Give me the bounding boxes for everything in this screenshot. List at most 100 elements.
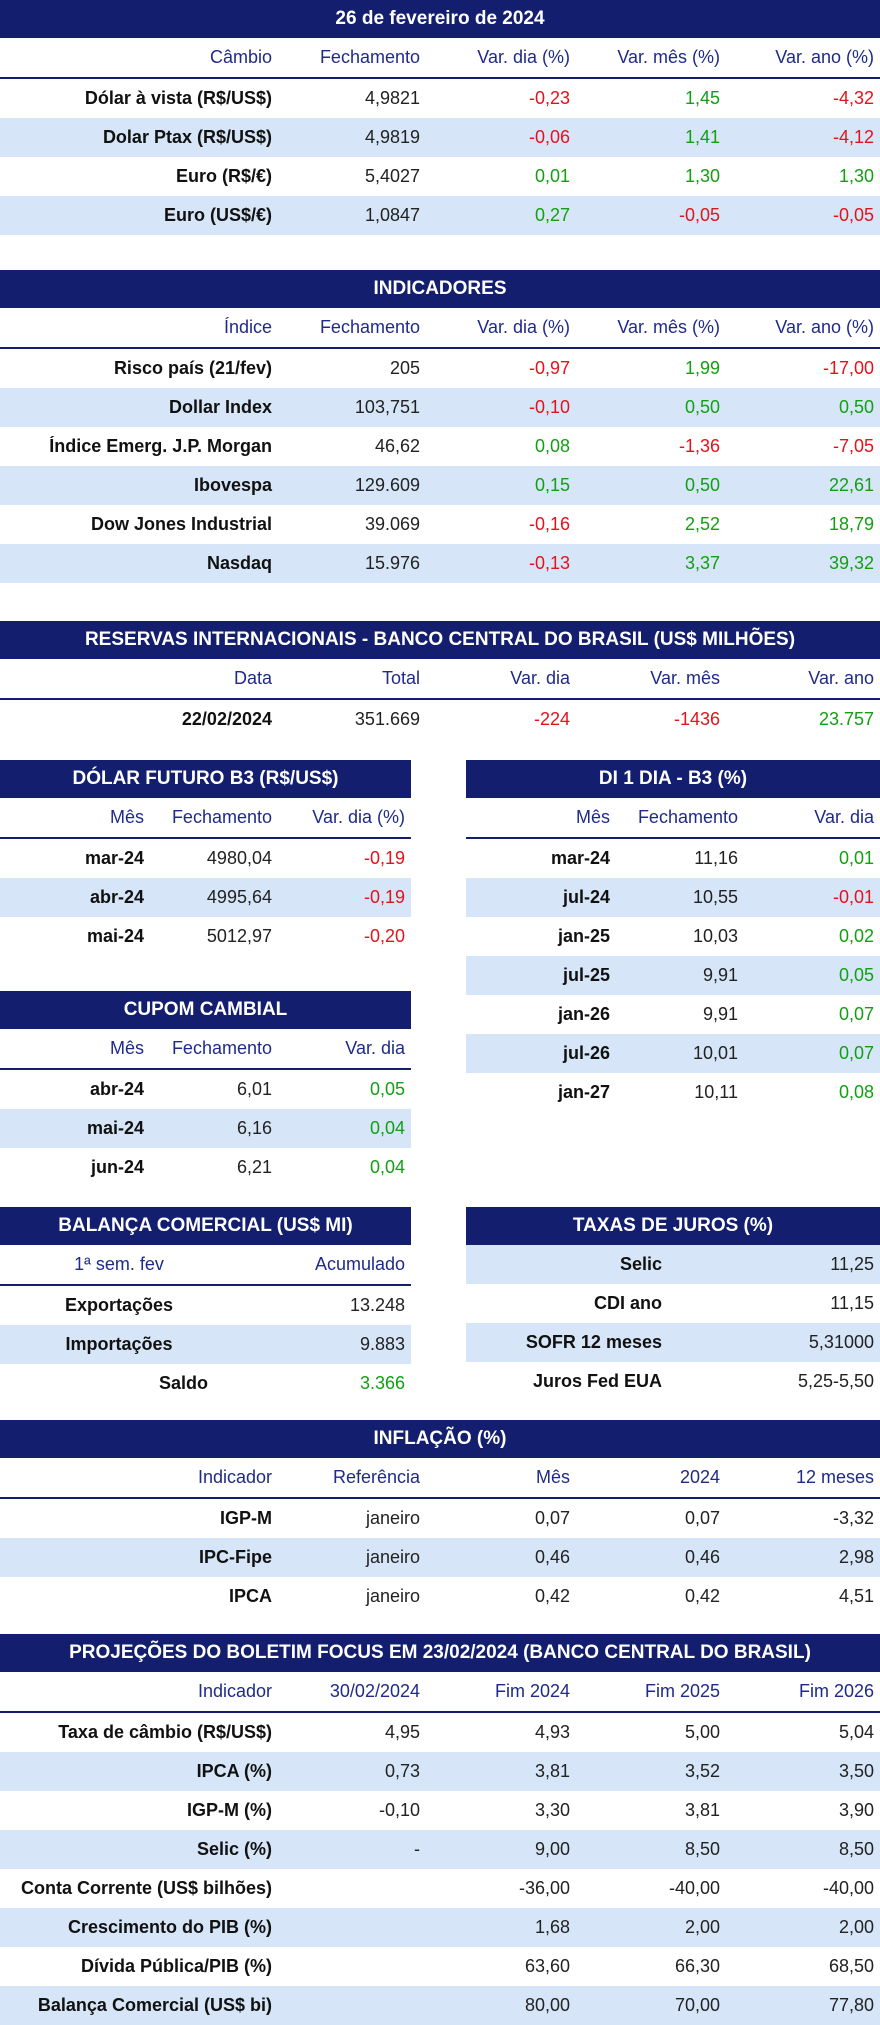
day-change: -0,20: [363, 926, 405, 946]
reference-value: janeiro: [365, 1508, 420, 1528]
projection-value: 4,95: [384, 1722, 420, 1742]
col-header: Fechamento: [319, 317, 420, 337]
col-header: Fim 2025: [644, 1681, 720, 1701]
close-value: 46,62: [374, 436, 420, 456]
col-header: Referência: [332, 1467, 420, 1487]
table-row: Taxa de câmbio (R$/US$) 4,95 4,93 5,00 5…: [0, 1713, 880, 1752]
projection-value: 5,04: [838, 1722, 874, 1742]
reservas-title: RESERVAS INTERNACIONAIS - BANCO CENTRAL …: [0, 621, 880, 659]
table-row: jan-25 10,03 0,02: [466, 917, 880, 956]
juros-section: TAXAS DE JUROS (%) Selic 11,25 CDI ano 1…: [466, 1207, 880, 1401]
col-header: 12 meses: [795, 1467, 874, 1487]
day-change: 0,05: [838, 965, 874, 985]
table-row: mai-24 5012,97 -0,20: [0, 917, 411, 956]
row-label: Euro (R$/€): [175, 166, 272, 186]
projection-value: 3,90: [838, 1800, 874, 1820]
table-row: Nasdaq 15.976 -0,13 3,37 39,32: [0, 544, 880, 583]
day-change: 0,07: [838, 1043, 874, 1063]
table-row: Selic 11,25: [466, 1245, 880, 1284]
col-header: 30/02/2024: [329, 1681, 420, 1701]
di-section: DI 1 DIA - B3 (%) Mês Fechamento Var. di…: [466, 760, 880, 1112]
table-row: abr-24 6,01 0,05: [0, 1070, 411, 1109]
year-change: -0,05: [832, 205, 874, 225]
row-label: IPC-Fipe: [198, 1547, 272, 1567]
close-value: 103,751: [354, 397, 420, 417]
close-value: 4,9821: [364, 88, 420, 108]
table-row: jul-25 9,91 0,05: [466, 956, 880, 995]
row-label: IPCA (%): [196, 1761, 272, 1781]
col-header: Indicador: [197, 1681, 272, 1701]
di-header-row: Mês Fechamento Var. dia: [466, 798, 880, 839]
table-row: CDI ano 11,15: [466, 1284, 880, 1323]
col-header: Var. dia (%): [477, 47, 570, 67]
table-row: Índice Emerg. J.P. Morgan 46,62 0,08 -1,…: [0, 427, 880, 466]
cambio-header-row: Câmbio Fechamento Var. dia (%) Var. mês …: [0, 38, 880, 79]
indicadores-section: INDICADORES Índice Fechamento Var. dia (…: [0, 270, 880, 583]
close-value: 10,03: [692, 926, 738, 946]
projection-value: -36,00: [518, 1878, 570, 1898]
day-change: 0,04: [369, 1118, 405, 1138]
day-change: -0,06: [528, 127, 570, 147]
close-value: 5012,97: [206, 926, 272, 946]
col-header: Total: [381, 668, 420, 688]
table-row: IPC-Fipe janeiro 0,46 0,46 2,98: [0, 1538, 880, 1577]
close-value: 10,55: [692, 887, 738, 907]
row-label: CDI ano: [593, 1293, 662, 1313]
table-row: jul-26 10,01 0,07: [466, 1034, 880, 1073]
projection-value: 2,00: [838, 1917, 874, 1937]
row-label: jul-26: [562, 1043, 610, 1063]
cupom-header-row: Mês Fechamento Var. dia: [0, 1029, 411, 1070]
projection-value: 0,73: [384, 1761, 420, 1781]
table-row: jul-24 10,55 -0,01: [466, 878, 880, 917]
table-row: mai-24 6,16 0,04: [0, 1109, 411, 1148]
row-label: abr-24: [89, 1079, 144, 1099]
table-row: IPCA janeiro 0,42 0,42 4,51: [0, 1577, 880, 1616]
month-change: -1436: [673, 709, 720, 729]
row-label: 22/02/2024: [181, 709, 272, 729]
row-label: Crescimento do PIB (%): [67, 1917, 272, 1937]
day-change: 0,05: [369, 1079, 405, 1099]
row-label: jan-27: [557, 1082, 610, 1102]
projection-value: -40,00: [822, 1878, 874, 1898]
table-row: SOFR 12 meses 5,31000: [466, 1323, 880, 1362]
row-value: 3.366: [359, 1373, 405, 1393]
projection-value: 8,50: [684, 1839, 720, 1859]
focus-header-row: Indicador 30/02/2024 Fim 2024 Fim 2025 F…: [0, 1672, 880, 1713]
inflacao-header-row: Indicador Referência Mês 2024 12 meses: [0, 1458, 880, 1499]
col-header: Var. ano: [808, 668, 874, 688]
day-change: -0,16: [528, 514, 570, 534]
row-label: Saldo: [158, 1373, 208, 1393]
table-row: IPCA (%) 0,73 3,81 3,52 3,50: [0, 1752, 880, 1791]
row-label: Ibovespa: [193, 475, 272, 495]
day-change: 0,07: [838, 1004, 874, 1024]
table-row: Exportações 13.248: [0, 1286, 411, 1325]
table-row: Dólar à vista (R$/US$) 4,9821 -0,23 1,45…: [0, 79, 880, 118]
year-change: 22,61: [828, 475, 874, 495]
day-change: 0,02: [838, 926, 874, 946]
row-value: 11,25: [830, 1254, 874, 1274]
month-value: 0,46: [534, 1547, 570, 1567]
col-header: Var. dia: [345, 1038, 405, 1058]
row-label: Conta Corrente (US$ bilhões): [20, 1878, 272, 1898]
col-header: Fechamento: [171, 1038, 272, 1058]
row-label: jul-24: [562, 887, 610, 907]
row-label: Risco país (21/fev): [113, 358, 272, 378]
row-label: Importações: [65, 1334, 173, 1354]
col-header: Acumulado: [314, 1254, 405, 1274]
col-header: Var. dia: [510, 668, 570, 688]
month-value: 0,07: [534, 1508, 570, 1528]
projection-value: 77,80: [828, 1995, 874, 2015]
close-value: 39.069: [364, 514, 420, 534]
day-change: 0,01: [534, 166, 570, 186]
row-label: Selic (%): [196, 1839, 272, 1859]
col-header: Fim 2026: [798, 1681, 874, 1701]
month-change: 3,37: [684, 553, 720, 573]
dolar-futuro-header-row: Mês Fechamento Var. dia (%): [0, 798, 411, 839]
col-header: Mês: [109, 1038, 144, 1058]
col-header: Var. mês (%): [617, 317, 720, 337]
month-change: -1,36: [678, 436, 720, 456]
col-header: Indicador: [197, 1467, 272, 1487]
row-label: jul-25: [562, 965, 610, 985]
year-change: 0,50: [838, 397, 874, 417]
month-change: 2,52: [684, 514, 720, 534]
